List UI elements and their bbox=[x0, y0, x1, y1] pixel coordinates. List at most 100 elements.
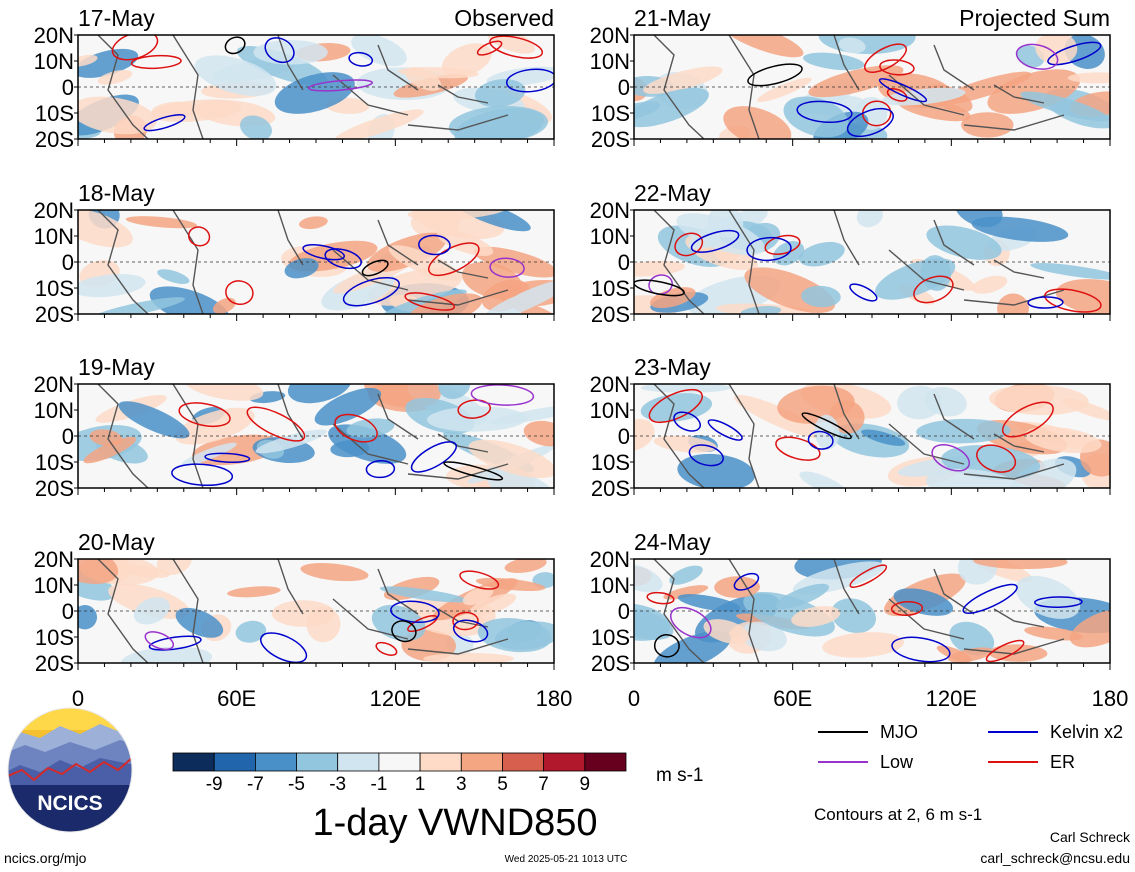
y-tick-label: 10N bbox=[34, 49, 74, 74]
y-tick-label: 20S bbox=[35, 476, 74, 501]
kelvin-contour bbox=[846, 107, 894, 138]
er-contour bbox=[187, 226, 211, 247]
er-contour bbox=[648, 388, 703, 424]
anomaly-shading bbox=[1020, 91, 1109, 122]
anomaly-shading bbox=[300, 563, 369, 582]
colorbar-swatch bbox=[213, 752, 256, 772]
low-contour bbox=[144, 631, 175, 651]
coastline bbox=[407, 114, 509, 131]
anomaly-shading bbox=[151, 101, 198, 119]
anomaly-shading bbox=[756, 77, 812, 102]
coastline bbox=[172, 35, 204, 139]
coastline bbox=[437, 84, 489, 104]
colorbar-swatch bbox=[419, 752, 462, 772]
anomaly-shading bbox=[714, 576, 760, 598]
colorbar-swatch bbox=[378, 752, 421, 772]
er-contour bbox=[476, 40, 503, 56]
anomaly-shading bbox=[423, 652, 514, 663]
low-contour bbox=[670, 606, 712, 639]
anomaly-shading bbox=[957, 559, 998, 585]
anomaly-shading bbox=[78, 559, 119, 584]
colorbar-label: -7 bbox=[247, 774, 264, 795]
author: Carl Schreck bbox=[1050, 829, 1131, 845]
colorbar-label: 3 bbox=[456, 774, 467, 795]
mjo-contour bbox=[747, 63, 803, 87]
anomaly-shading bbox=[740, 306, 782, 314]
anomaly-shading bbox=[893, 588, 954, 616]
coastline bbox=[437, 433, 489, 453]
panel-date: 22-May bbox=[634, 180, 711, 206]
kelvin-contour bbox=[264, 37, 295, 64]
kelvin-contour bbox=[849, 283, 878, 302]
coastline bbox=[963, 638, 1065, 655]
anomaly-shading bbox=[523, 420, 554, 447]
anomaly-shading bbox=[801, 285, 841, 308]
anomaly-shading bbox=[78, 54, 98, 67]
kelvin-contour bbox=[962, 583, 1018, 614]
anomaly-shading bbox=[453, 210, 531, 232]
kelvin-contour bbox=[1027, 296, 1064, 309]
y-tick-label: 20N bbox=[34, 198, 74, 223]
coastline bbox=[277, 210, 304, 266]
mjo-contour bbox=[653, 634, 680, 658]
y-tick-label: 10S bbox=[591, 625, 630, 650]
y-tick-label: 0 bbox=[62, 424, 74, 449]
kelvin-contour bbox=[452, 619, 489, 643]
coastline bbox=[97, 35, 149, 139]
anomaly-shading bbox=[274, 72, 355, 114]
colorbar-swatch bbox=[254, 752, 297, 772]
anomaly-shading bbox=[808, 65, 904, 98]
coastline bbox=[888, 598, 965, 640]
anomaly-shading bbox=[643, 66, 723, 94]
y-tick-label: 10N bbox=[590, 398, 630, 423]
contour-note: Contours at 2, 6 m s-1 bbox=[814, 805, 982, 824]
coastline bbox=[933, 219, 975, 266]
coastline bbox=[332, 74, 409, 116]
colorbar-label: 5 bbox=[497, 774, 508, 795]
colorbar-label: -9 bbox=[206, 774, 223, 795]
coastline bbox=[277, 559, 304, 615]
coastline bbox=[97, 210, 149, 314]
kelvin-contour bbox=[690, 229, 740, 253]
anomaly-shading bbox=[287, 384, 352, 404]
anomaly-shading bbox=[227, 586, 281, 598]
kelvin-contour bbox=[796, 100, 853, 123]
anomaly-shading bbox=[255, 429, 327, 454]
coastline bbox=[172, 559, 204, 663]
anomaly-shading bbox=[284, 258, 319, 279]
anomaly-shading bbox=[388, 245, 461, 281]
anomaly-shading bbox=[175, 607, 224, 638]
coastline bbox=[993, 259, 1045, 279]
low-contour bbox=[470, 384, 535, 406]
anomaly-shading bbox=[799, 471, 848, 488]
x-tick-label: 60E bbox=[217, 686, 256, 711]
anomaly-shading bbox=[1055, 279, 1110, 314]
anomaly-shading bbox=[961, 112, 1014, 138]
colorbar-label: 1 bbox=[415, 774, 426, 795]
panel-date: 24-May bbox=[634, 529, 711, 555]
coastline bbox=[653, 210, 705, 314]
coastline bbox=[437, 259, 489, 279]
anomaly-shading bbox=[676, 213, 765, 256]
anomaly-shading bbox=[328, 424, 407, 464]
anomaly-shading bbox=[634, 260, 685, 277]
anomaly-shading bbox=[78, 210, 133, 248]
anomaly-shading bbox=[474, 79, 526, 108]
y-tick-label: 20S bbox=[591, 302, 630, 327]
er-contour bbox=[1001, 401, 1054, 438]
panel-header: Projected Sum bbox=[959, 5, 1110, 31]
panel-header: Observed bbox=[454, 5, 554, 31]
anomaly-shading bbox=[1024, 626, 1083, 641]
coastline bbox=[377, 393, 419, 440]
legend-label: Low bbox=[880, 752, 914, 772]
er-contour bbox=[879, 59, 915, 76]
colorbar: -9 -7 -5 -3 -1 1 3 5 7 9 bbox=[172, 752, 627, 795]
ncics-logo: NCICS bbox=[7, 707, 133, 833]
er-contour bbox=[775, 436, 821, 461]
anomaly-shading bbox=[330, 440, 370, 458]
panel-date: 17-May bbox=[78, 5, 155, 31]
er-contour bbox=[375, 641, 398, 656]
